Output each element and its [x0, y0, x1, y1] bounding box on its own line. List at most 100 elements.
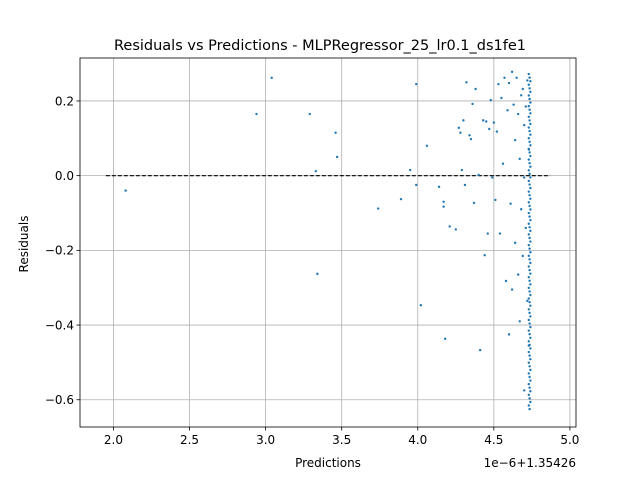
chart-title: Residuals vs Predictions - MLPRegressor_…	[114, 38, 526, 54]
data-point-dense-column	[529, 154, 532, 158]
data-point-dense-column	[529, 90, 532, 94]
data-point-dense-column	[528, 183, 531, 186]
data-point	[509, 202, 512, 205]
data-point	[468, 134, 471, 137]
data-point-dense-column	[529, 347, 532, 350]
data-point	[523, 176, 526, 179]
data-point	[457, 126, 461, 130]
data-point	[516, 112, 520, 116]
data-point	[415, 82, 418, 86]
data-point-dense-column	[528, 322, 531, 325]
data-point	[510, 288, 514, 291]
data-point-dense-column	[527, 329, 530, 332]
data-point-dense-column	[528, 247, 531, 250]
y-tick-label: −0.2	[45, 244, 74, 258]
data-point-dense-column	[528, 333, 531, 336]
data-point-dense-column	[529, 272, 532, 275]
data-point-dense-column	[528, 354, 531, 357]
data-point-dense-column	[527, 190, 530, 193]
data-point	[527, 344, 531, 347]
data-point-dense-column	[527, 276, 530, 279]
data-point	[518, 320, 521, 323]
data-point-dense-column	[528, 375, 531, 379]
data-point-dense-column	[527, 169, 530, 172]
data-point	[524, 226, 527, 230]
data-point	[524, 105, 527, 108]
data-point-dense-column	[529, 357, 532, 361]
x-offset-label: 1e−6+1.35426	[484, 456, 576, 470]
y-tick-label: −0.4	[45, 318, 74, 332]
data-point	[399, 197, 403, 201]
data-point-dense-column	[529, 229, 532, 233]
data-point	[526, 79, 529, 82]
data-point-dense-column	[528, 397, 531, 400]
data-point	[335, 155, 339, 159]
data-point	[442, 200, 445, 203]
data-point-dense-column	[528, 407, 531, 411]
x-tick-label: 5.0	[560, 433, 579, 447]
data-point-dense-column	[528, 161, 531, 165]
data-point-dense-column	[528, 87, 531, 90]
data-point	[459, 131, 462, 134]
data-point	[442, 205, 445, 208]
data-point	[518, 157, 521, 161]
data-point-dense-column	[528, 386, 531, 389]
x-tick-label: 4.5	[484, 433, 503, 447]
x-tick-label: 4.0	[408, 433, 427, 447]
data-point-dense-column	[527, 179, 530, 183]
data-point-dense-column	[527, 265, 530, 268]
data-point-dense-column	[528, 151, 531, 154]
data-point-dense-column	[529, 368, 532, 372]
data-point-dense-column	[527, 243, 530, 247]
data-point-dense-column	[528, 300, 531, 304]
data-point	[515, 76, 518, 79]
data-point	[512, 103, 515, 106]
data-point	[477, 173, 480, 177]
data-point-dense-column	[529, 293, 532, 297]
data-point-dense-column	[529, 101, 532, 104]
data-point-dense-column	[529, 325, 532, 329]
data-point-dense-column	[528, 215, 531, 218]
data-point-dense-column	[529, 197, 532, 200]
data-point-dense-column	[528, 365, 531, 368]
data-point	[526, 299, 529, 302]
data-point	[494, 198, 497, 202]
data-point	[463, 183, 467, 187]
data-point-dense-column	[527, 233, 530, 236]
data-point	[510, 70, 514, 74]
data-point	[419, 304, 423, 307]
data-point-dense-column	[527, 115, 530, 119]
data-point-dense-column	[528, 236, 531, 240]
data-point	[513, 241, 517, 245]
data-point	[437, 185, 441, 189]
data-point-dense-column	[527, 72, 530, 76]
data-point-dense-column	[527, 158, 530, 161]
data-point-dense-column	[529, 400, 532, 404]
data-point-dense-column	[527, 404, 530, 407]
data-point-dense-column	[529, 315, 532, 318]
data-point-dense-column	[528, 108, 531, 111]
data-point	[485, 120, 488, 123]
x-tick-label: 2.0	[104, 433, 123, 447]
x-tick-label: 3.0	[256, 433, 275, 447]
data-point	[523, 124, 526, 127]
data-point-dense-column	[527, 350, 530, 354]
data-point-dense-column	[529, 208, 532, 211]
data-point-dense-column	[527, 201, 530, 204]
data-point-dense-column	[529, 133, 532, 136]
axes-frame	[79, 57, 577, 428]
data-point	[486, 232, 489, 235]
data-point-dense-column	[529, 390, 532, 393]
data-point	[255, 112, 258, 116]
data-point	[478, 348, 482, 352]
data-point	[491, 176, 494, 179]
data-point-dense-column	[528, 258, 531, 261]
data-point	[270, 76, 273, 79]
data-point	[500, 96, 503, 100]
data-point-dense-column	[527, 382, 530, 386]
points-layer	[124, 70, 532, 411]
data-point-dense-column	[529, 165, 532, 168]
data-point-dense-column	[528, 268, 531, 272]
